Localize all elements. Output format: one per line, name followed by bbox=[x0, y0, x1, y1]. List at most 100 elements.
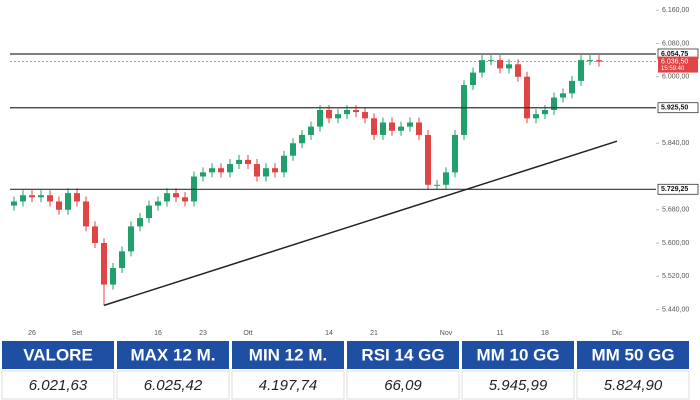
candle-body bbox=[65, 193, 71, 210]
candle-body bbox=[155, 201, 161, 206]
x-tick-label: Set bbox=[72, 330, 83, 337]
table-header: MIN 12 M. bbox=[249, 345, 327, 364]
candle-body bbox=[236, 159, 242, 165]
candle-body bbox=[362, 112, 368, 119]
candle-body bbox=[74, 193, 80, 202]
candle-body bbox=[29, 195, 35, 198]
y-tick-label: 6.000,00 bbox=[662, 74, 689, 81]
y-tick-label: 5.520,00 bbox=[662, 273, 689, 280]
x-tick-label: 14 bbox=[325, 330, 333, 337]
table-value-cell bbox=[576, 370, 690, 400]
candle-body bbox=[101, 243, 107, 285]
table-header: MM 10 GG bbox=[476, 345, 559, 364]
last-price-time: 15:59:40 bbox=[661, 66, 685, 72]
candle-body bbox=[119, 251, 125, 268]
candle-body bbox=[218, 168, 224, 173]
candle-body bbox=[164, 193, 170, 202]
table-value: 66,09 bbox=[384, 377, 422, 394]
x-tick-label: Dic bbox=[612, 330, 623, 337]
x-tick-label: Ott bbox=[243, 330, 252, 337]
candle-body bbox=[461, 85, 467, 135]
table-header-cell bbox=[347, 341, 459, 369]
candle-body bbox=[290, 143, 296, 156]
candle-body bbox=[506, 64, 512, 69]
candle-body bbox=[524, 76, 530, 119]
candle-body bbox=[110, 267, 116, 285]
candle-body bbox=[560, 93, 566, 98]
level-label: 5.925,50 bbox=[661, 105, 688, 112]
candle-body bbox=[470, 72, 476, 86]
x-tick-label: 11 bbox=[496, 330, 503, 337]
candle-body bbox=[254, 164, 260, 177]
table-header-cell bbox=[577, 341, 689, 369]
candle-body bbox=[434, 184, 440, 186]
table-value: 4.197,74 bbox=[259, 377, 317, 394]
candle-body bbox=[272, 168, 278, 173]
level-label: 6.054,75 bbox=[661, 51, 688, 58]
candle-body bbox=[407, 122, 413, 127]
candle-body bbox=[47, 195, 53, 202]
candle-body bbox=[335, 114, 341, 119]
y-tick-label: 5.840,00 bbox=[662, 140, 689, 147]
candle-body bbox=[83, 201, 89, 227]
table-header-cell bbox=[232, 341, 344, 369]
x-tick-label: 18 bbox=[541, 330, 549, 337]
candle-body bbox=[263, 168, 269, 177]
candle-body bbox=[209, 168, 215, 173]
candle-body bbox=[56, 201, 62, 210]
candle-body bbox=[542, 110, 548, 115]
last-price-box bbox=[658, 56, 698, 73]
candle-body bbox=[488, 60, 494, 62]
last-price-label: 6.036,50 bbox=[661, 58, 688, 65]
table-value: 5.945,99 bbox=[489, 377, 548, 394]
candle-body bbox=[92, 226, 98, 244]
candle-body bbox=[317, 110, 323, 127]
candle-body bbox=[245, 159, 251, 165]
candle-body bbox=[344, 110, 350, 115]
candle-body bbox=[137, 218, 143, 227]
candle-body bbox=[182, 197, 188, 202]
y-tick-label: 6.160,00 bbox=[662, 7, 689, 14]
table-header: VALORE bbox=[23, 345, 93, 364]
level-label: 5.729,25 bbox=[661, 186, 688, 193]
candle-body bbox=[452, 134, 458, 173]
x-tick-label: 16 bbox=[154, 330, 162, 337]
candle-body bbox=[20, 195, 26, 202]
candle-body bbox=[38, 195, 44, 198]
candle-body bbox=[11, 201, 17, 206]
table-value-cell bbox=[346, 370, 460, 400]
table-value: 6.025,42 bbox=[144, 377, 203, 394]
table-value-cell bbox=[1, 370, 115, 400]
candle-body bbox=[398, 126, 404, 131]
candle-body bbox=[587, 60, 593, 62]
table-header-cell bbox=[462, 341, 574, 369]
candle-body bbox=[380, 122, 386, 135]
table-value-cell bbox=[116, 370, 230, 400]
candle-body bbox=[326, 110, 332, 119]
table-header-cell bbox=[117, 341, 229, 369]
table-header-cell bbox=[2, 341, 114, 369]
level-box bbox=[657, 183, 699, 195]
candle-body bbox=[308, 126, 314, 135]
x-tick-label: 23 bbox=[199, 330, 207, 337]
table-header: RSI 14 GG bbox=[361, 345, 444, 364]
candle-body bbox=[371, 118, 377, 135]
candle-body bbox=[479, 60, 485, 73]
candle-body bbox=[443, 172, 449, 185]
table-value-cell bbox=[231, 370, 345, 400]
candle-body bbox=[425, 134, 431, 185]
y-tick-label: 5.440,00 bbox=[662, 306, 689, 313]
candle-body bbox=[281, 155, 287, 173]
x-tick-label: 21 bbox=[370, 330, 378, 337]
table-value-cell bbox=[461, 370, 575, 400]
candle-body bbox=[173, 193, 179, 198]
candle-body bbox=[200, 172, 206, 177]
candle-body bbox=[533, 114, 539, 119]
trendline bbox=[103, 140, 618, 307]
candle-body bbox=[515, 64, 521, 77]
table-header: MAX 12 M. bbox=[130, 345, 215, 364]
candle-body bbox=[497, 60, 503, 69]
candle-body bbox=[578, 60, 584, 81]
